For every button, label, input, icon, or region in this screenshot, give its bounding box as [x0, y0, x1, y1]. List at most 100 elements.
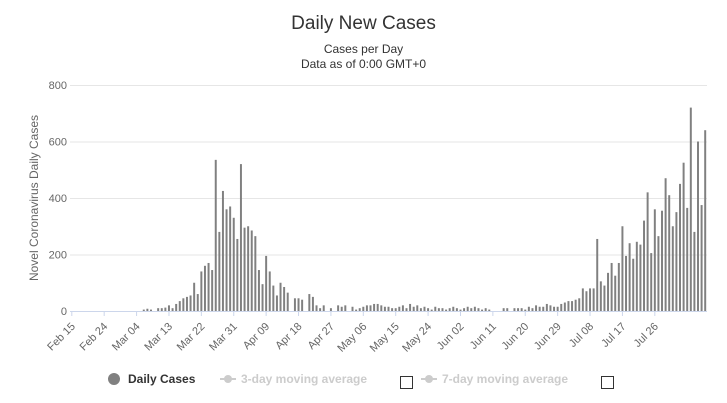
bar[interactable]	[563, 302, 566, 311]
bar[interactable]	[401, 305, 404, 311]
bar[interactable]	[416, 305, 419, 311]
bar[interactable]	[146, 308, 149, 311]
bar[interactable]	[578, 298, 581, 311]
bar[interactable]	[488, 309, 491, 311]
bar[interactable]	[319, 308, 322, 311]
bar[interactable]	[340, 306, 343, 311]
bar[interactable]	[592, 288, 595, 311]
bar[interactable]	[351, 306, 354, 311]
bar[interactable]	[157, 308, 160, 311]
bar[interactable]	[218, 231, 221, 311]
bar[interactable]	[628, 243, 631, 311]
bar[interactable]	[567, 301, 570, 311]
bar[interactable]	[538, 306, 541, 311]
bar[interactable]	[247, 226, 250, 311]
bar[interactable]	[257, 270, 260, 311]
bar[interactable]	[437, 308, 440, 311]
bar[interactable]	[434, 306, 437, 311]
bar[interactable]	[477, 308, 480, 311]
bar[interactable]	[275, 295, 278, 311]
bar[interactable]	[700, 205, 703, 311]
bar[interactable]	[682, 162, 685, 311]
bar[interactable]	[463, 308, 466, 311]
checkbox-7-day-ma[interactable]	[601, 376, 614, 389]
bar[interactable]	[182, 298, 185, 311]
bar[interactable]	[650, 253, 653, 311]
bar[interactable]	[329, 308, 332, 311]
bar[interactable]	[301, 299, 304, 311]
bar[interactable]	[531, 308, 534, 311]
bar[interactable]	[178, 301, 181, 311]
bar[interactable]	[635, 241, 638, 311]
bar[interactable]	[293, 298, 296, 311]
bar[interactable]	[225, 209, 228, 311]
bar[interactable]	[297, 298, 300, 311]
bar[interactable]	[196, 294, 199, 311]
bar[interactable]	[362, 306, 365, 311]
bar[interactable]	[574, 299, 577, 311]
legend-item-3-day-ma[interactable]: 3-day moving average	[220, 372, 367, 386]
bar[interactable]	[617, 262, 620, 311]
bar[interactable]	[221, 190, 224, 311]
bar[interactable]	[560, 303, 563, 311]
bar[interactable]	[542, 306, 545, 311]
bar[interactable]	[167, 305, 170, 311]
bar[interactable]	[689, 107, 692, 311]
bar[interactable]	[261, 284, 264, 311]
bar[interactable]	[553, 306, 556, 311]
bar[interactable]	[232, 217, 235, 311]
bar[interactable]	[473, 306, 476, 311]
bar[interactable]	[311, 296, 314, 312]
bar[interactable]	[427, 308, 430, 311]
bar[interactable]	[272, 285, 275, 311]
bar[interactable]	[697, 141, 699, 312]
bar[interactable]	[394, 308, 397, 311]
bar[interactable]	[643, 220, 646, 311]
bar[interactable]	[704, 130, 707, 311]
bar[interactable]	[484, 308, 487, 311]
bar[interactable]	[581, 288, 584, 311]
bar[interactable]	[527, 306, 530, 311]
bar[interactable]	[211, 270, 214, 311]
bar[interactable]	[409, 303, 412, 311]
legend-item-daily-cases[interactable]: Daily Cases	[108, 372, 195, 386]
bar[interactable]	[315, 305, 318, 311]
bar[interactable]	[239, 164, 242, 311]
bar[interactable]	[430, 309, 433, 311]
checkbox-3-day-ma[interactable]	[400, 376, 413, 389]
bar[interactable]	[459, 309, 462, 311]
bar[interactable]	[283, 286, 286, 311]
bar[interactable]	[229, 206, 232, 311]
bar[interactable]	[200, 271, 203, 311]
bar[interactable]	[412, 306, 415, 311]
bar[interactable]	[470, 308, 473, 311]
bar[interactable]	[679, 183, 681, 312]
bar[interactable]	[419, 308, 422, 311]
bar[interactable]	[160, 308, 163, 311]
bar[interactable]	[671, 226, 674, 311]
bar[interactable]	[358, 308, 361, 311]
bar[interactable]	[448, 308, 451, 311]
bar[interactable]	[625, 255, 628, 311]
bar[interactable]	[164, 307, 167, 311]
bar[interactable]	[693, 231, 696, 311]
bar[interactable]	[308, 294, 311, 311]
bar[interactable]	[369, 305, 372, 311]
bar[interactable]	[506, 308, 509, 311]
bar[interactable]	[149, 309, 152, 311]
legend-item-7-day-ma[interactable]: 7-day moving average	[421, 372, 568, 386]
bar[interactable]	[254, 236, 257, 311]
bar[interactable]	[632, 258, 635, 311]
bar[interactable]	[571, 301, 574, 311]
bar[interactable]	[610, 262, 613, 311]
bar[interactable]	[596, 238, 599, 311]
bar[interactable]	[664, 178, 667, 311]
bar[interactable]	[189, 295, 192, 311]
bar[interactable]	[535, 305, 538, 311]
bar[interactable]	[243, 227, 246, 311]
bar[interactable]	[185, 296, 188, 312]
bar[interactable]	[214, 159, 217, 311]
bar[interactable]	[373, 303, 376, 311]
bar[interactable]	[387, 306, 390, 311]
bar[interactable]	[607, 272, 610, 311]
